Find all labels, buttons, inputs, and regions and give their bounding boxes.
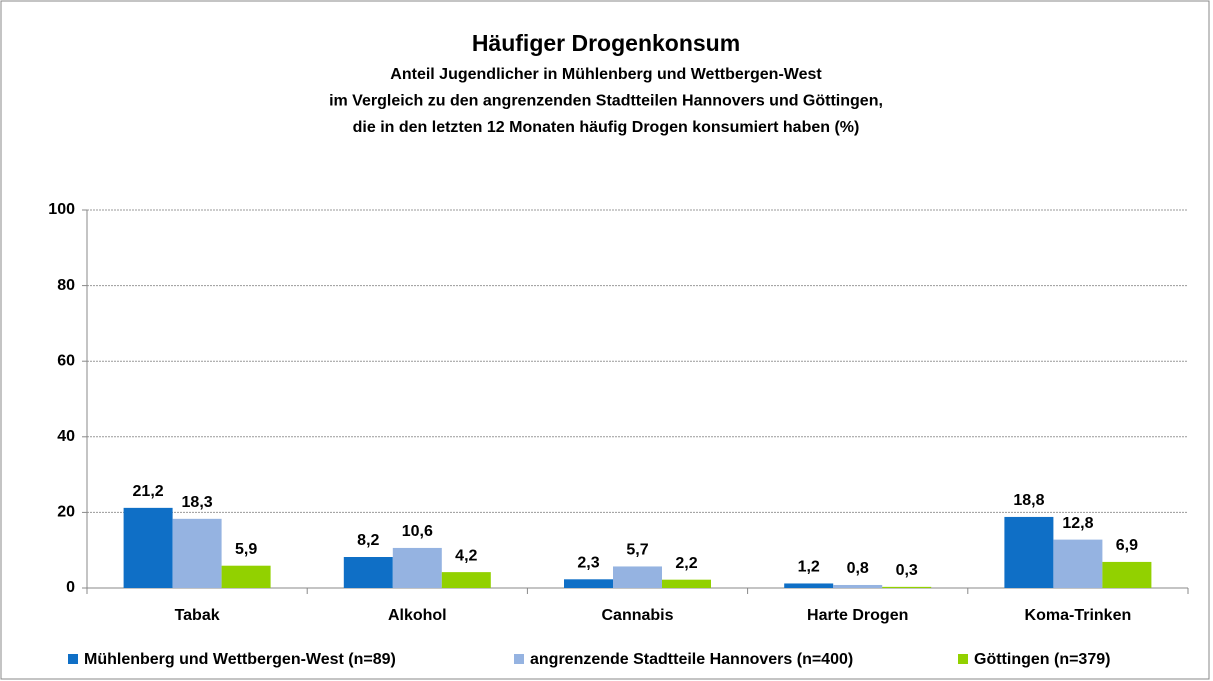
y-tick-label: 60 [57, 352, 75, 369]
data-label: 4,2 [455, 547, 477, 564]
bar [882, 586, 932, 588]
bar [784, 583, 834, 588]
bar [343, 557, 393, 588]
bar [1053, 539, 1103, 588]
x-tick-label: Koma-Trinken [1025, 607, 1132, 624]
data-label: 0,8 [847, 560, 869, 577]
legend-label: angrenzende Stadtteile Hannovers (n=400) [530, 651, 853, 668]
data-label: 5,7 [626, 542, 648, 559]
x-tick-label: Cannabis [601, 607, 673, 624]
data-label: 0,3 [896, 562, 918, 579]
data-label: 1,2 [798, 559, 820, 576]
x-tick-label: Harte Drogen [807, 607, 908, 624]
legend-label: Göttingen (n=379) [974, 651, 1110, 668]
bar [221, 565, 271, 588]
bar [441, 572, 491, 588]
legend-swatch [68, 654, 78, 664]
bar [123, 507, 173, 588]
y-tick-label: 100 [48, 201, 75, 218]
data-label: 10,6 [402, 523, 433, 540]
y-tick-label: 20 [57, 504, 75, 521]
data-label: 2,2 [675, 555, 697, 572]
data-label: 6,9 [1116, 537, 1138, 554]
data-label: 8,2 [357, 532, 379, 549]
y-tick-label: 80 [57, 277, 75, 294]
bar [1102, 561, 1152, 588]
bar [833, 584, 883, 588]
y-tick-label: 0 [66, 579, 75, 596]
chart-subtitle: Anteil Jugendlicher in Mühlenberg und We… [390, 66, 822, 83]
bar [1004, 516, 1054, 588]
x-tick-label: Alkohol [388, 607, 447, 624]
data-label: 18,8 [1013, 492, 1044, 509]
bar [662, 579, 711, 588]
bar [172, 518, 222, 588]
chart-title: Häufiger Drogenkonsum [472, 30, 740, 56]
legend-swatch [958, 654, 968, 664]
bar [392, 547, 442, 588]
data-label: 21,2 [133, 483, 164, 500]
data-label: 5,9 [235, 541, 257, 558]
chart-subtitle: im Vergleich zu den angrenzenden Stadtte… [329, 93, 883, 110]
y-tick-label: 40 [57, 428, 75, 445]
data-label: 18,3 [182, 494, 213, 511]
legend-swatch [514, 654, 524, 664]
bar [613, 566, 662, 588]
x-tick-label: Tabak [175, 607, 220, 624]
legend-label: Mühlenberg und Wettbergen-West (n=89) [84, 651, 396, 668]
data-label: 2,3 [577, 555, 599, 572]
data-label: 12,8 [1062, 515, 1093, 532]
chart-subtitle: die in den letzten 12 Monaten häufig Dro… [353, 119, 860, 136]
bar [564, 579, 613, 588]
